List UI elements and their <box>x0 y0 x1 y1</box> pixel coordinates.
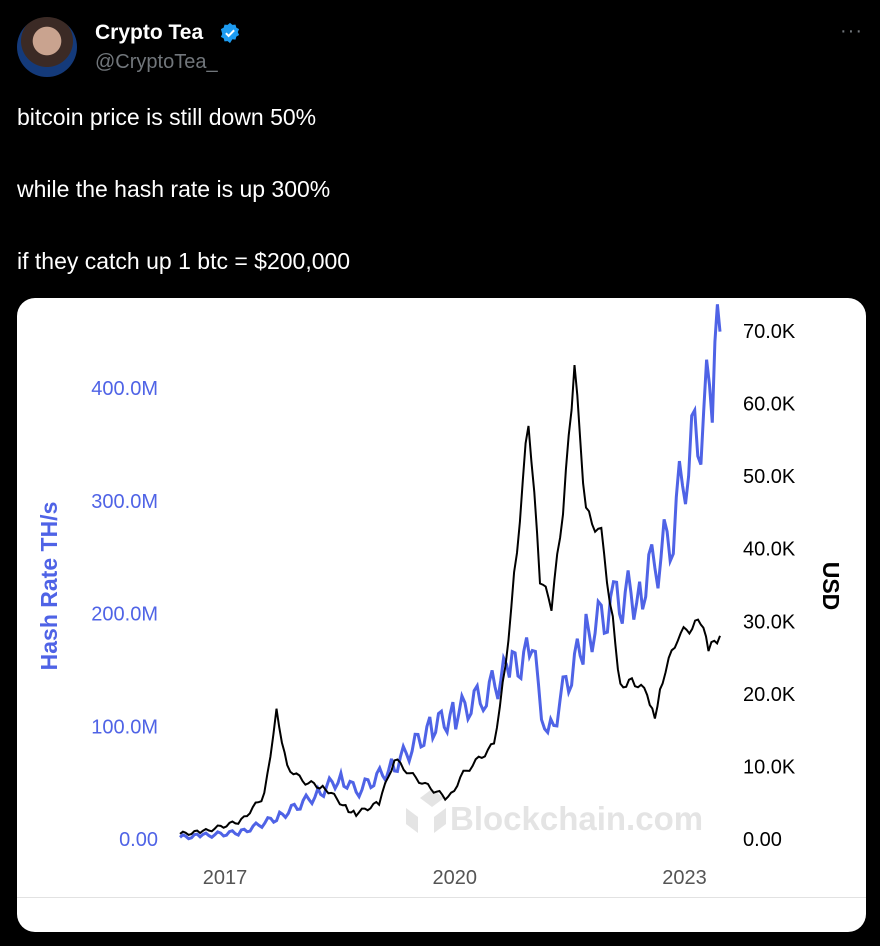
right-axis-tick: 40.0K <box>743 539 796 561</box>
left-axis-tick: 200.0M <box>91 604 158 626</box>
left-axis-tick: 0.00 <box>119 829 158 851</box>
right-axis-tick: 10.0K <box>743 756 796 778</box>
right-axis-tick: 60.0K <box>743 394 796 416</box>
left-axis-tick: 100.0M <box>91 716 158 738</box>
chart-image-card[interactable]: Blockchain.com 0.00 100.0M 200.0M 300.0M 400… <box>17 298 866 932</box>
right-axis-tick: 0.00 <box>743 829 782 851</box>
hashrate-price-chart: Blockchain.com 0.00 100.0M 200.0M 300.0M 400… <box>36 304 844 889</box>
verified-badge-icon <box>220 22 240 44</box>
left-axis-tick: 300.0M <box>91 491 158 513</box>
author-handle[interactable]: @CryptoTea_ <box>95 51 218 73</box>
right-axis-tick: 30.0K <box>743 611 796 633</box>
avatar[interactable] <box>17 17 77 77</box>
watermark: Blockchain.com <box>406 789 703 837</box>
hash-rate-series-line <box>179 304 722 841</box>
more-horizontal-icon[interactable]: ··· <box>840 20 863 42</box>
right-axis-label: USD <box>818 562 844 611</box>
tweet-text-line: if they catch up 1 btc = $200,000 <box>17 248 351 274</box>
watermark-text: Blockchain.com <box>450 800 703 837</box>
right-axis-tick: 70.0K <box>743 321 796 343</box>
x-axis-tick: 2023 <box>662 867 707 889</box>
x-axis-tick: 2017 <box>203 867 248 889</box>
card-divider <box>17 897 866 898</box>
author-name[interactable]: Crypto Tea <box>95 21 204 44</box>
right-axis-tick: 20.0K <box>743 684 796 706</box>
left-axis-label: Hash Rate TH/s <box>36 502 62 671</box>
price-series-line <box>179 365 721 837</box>
right-axis-tick: 50.0K <box>743 466 796 488</box>
left-axis-tick: 400.0M <box>91 378 158 400</box>
tweet-text-line: bitcoin price is still down 50% <box>17 104 317 130</box>
x-axis-tick: 2020 <box>433 867 478 889</box>
tweet-text-line: while the hash rate is up 300% <box>17 176 331 202</box>
blockchain-logo-icon <box>406 789 446 833</box>
